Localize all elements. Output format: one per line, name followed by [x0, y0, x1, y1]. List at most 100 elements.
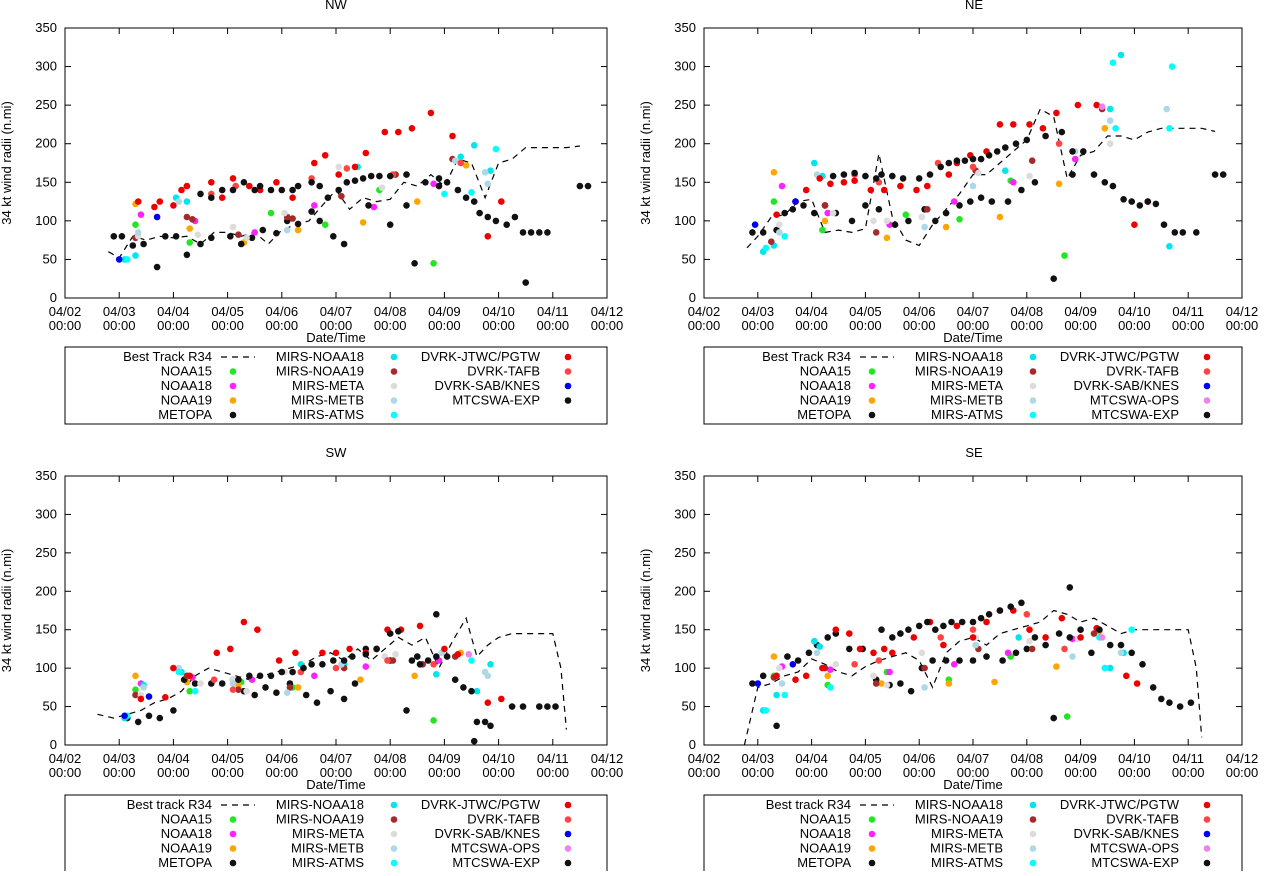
series-mirs-atms	[124, 145, 500, 263]
x-tick-label-date: 04/03	[103, 304, 136, 319]
data-point	[821, 217, 829, 225]
data-point	[449, 132, 456, 140]
legend-marker	[1203, 397, 1211, 404]
data-point	[889, 649, 896, 657]
x-tick-label-date: 04/07	[957, 304, 990, 319]
chart-title: SW	[326, 445, 348, 460]
legend-marker	[1203, 368, 1211, 375]
legend-marker	[1203, 845, 1211, 852]
data-point	[243, 687, 250, 695]
data-point	[435, 175, 443, 182]
legend-label: Best track R34	[766, 797, 851, 812]
y-tick-label: 300	[674, 59, 696, 74]
data-point	[792, 198, 799, 205]
series-mirs-metb	[134, 157, 492, 236]
x-tick-label-time: 00:00	[537, 765, 570, 780]
legend-label: MTCSWA-OPS	[1090, 393, 1179, 408]
legend-label: MIRS-NOAA18	[915, 349, 1003, 364]
y-tick-label: 200	[674, 583, 696, 598]
x-tick-label-time: 00:00	[742, 318, 775, 333]
x-tick-label-time: 00:00	[103, 765, 136, 780]
data-point	[1053, 663, 1060, 670]
data-point	[1166, 699, 1173, 706]
data-point	[985, 611, 993, 618]
y-tick-label: 0	[50, 737, 57, 752]
legend-label: MIRS-META	[931, 826, 1003, 841]
data-point	[983, 618, 990, 626]
data-point	[924, 206, 931, 213]
data-point	[289, 186, 296, 194]
y-tick-label: 50	[682, 699, 696, 714]
data-point	[451, 676, 459, 683]
legend-marker	[1029, 353, 1037, 361]
series-noaa15	[132, 186, 437, 267]
legend-marker	[229, 368, 237, 375]
legend-marker	[1203, 801, 1211, 809]
data-point	[878, 171, 885, 178]
x-tick-label-date: 04/10	[482, 304, 515, 319]
series-mtcswa-exp	[235, 628, 559, 745]
data-point	[940, 641, 947, 649]
data-point	[1171, 229, 1179, 236]
legend-label: DVRK-SAB/KNES	[1074, 378, 1180, 393]
data-point	[300, 664, 307, 672]
legend-frame	[703, 346, 1243, 425]
best-track-line	[743, 609, 1203, 745]
data-point	[910, 634, 918, 641]
x-tick-label-date: 04/02	[49, 304, 82, 319]
data-point	[484, 233, 492, 240]
x-tick-label-time: 00:00	[795, 765, 828, 780]
y-tick-label: 0	[50, 290, 57, 305]
data-point	[137, 211, 145, 218]
data-point	[229, 175, 237, 182]
data-point	[408, 125, 416, 132]
series-metopa	[749, 584, 1074, 730]
legend-label: MTCSWA-EXP	[1091, 407, 1179, 422]
data-point	[945, 680, 953, 687]
data-point	[1131, 221, 1138, 228]
data-point	[162, 694, 169, 701]
data-point	[993, 148, 1001, 155]
y-tick-label: 0	[689, 290, 696, 305]
legend-label: NOAA18	[161, 378, 212, 393]
data-point	[335, 171, 343, 178]
x-tick-label-time: 00:00	[320, 318, 353, 333]
legend-marker	[1203, 816, 1211, 823]
data-point	[218, 680, 226, 687]
data-point	[473, 687, 481, 695]
data-point	[359, 219, 367, 226]
data-point	[1028, 645, 1036, 653]
x-tick-label-date: 04/05	[211, 304, 244, 319]
best-track-line	[108, 145, 580, 259]
series-mirs-meta	[776, 140, 1114, 228]
data-point	[321, 152, 329, 159]
data-point	[1149, 684, 1157, 691]
legend-marker	[390, 845, 398, 852]
data-point	[1053, 109, 1060, 117]
data-point	[942, 657, 950, 664]
data-point	[921, 223, 928, 231]
data-point	[832, 626, 840, 633]
data-point	[1093, 101, 1100, 109]
data-point	[381, 128, 389, 136]
data-point	[175, 198, 183, 205]
data-point	[503, 221, 511, 228]
y-axis-label: 34 kt wind radii (n.mi)	[638, 549, 653, 673]
legend-marker	[1203, 411, 1211, 419]
legend-marker	[390, 830, 398, 838]
data-point	[1023, 645, 1031, 653]
legend-label: MIRS-ATMS	[931, 407, 1003, 422]
legend: Best track R34 MIRS-NOAA18 DVRK-JTWC/PGTW N…	[64, 794, 608, 873]
data-point	[776, 664, 783, 672]
series-dvrk-jtwc-pgtw	[134, 109, 505, 240]
series-dvrk-sab-knes	[115, 213, 161, 263]
data-point	[511, 213, 519, 221]
x-tick-label-time: 00:00	[1226, 318, 1259, 333]
data-point	[1193, 229, 1200, 236]
data-point	[441, 190, 448, 198]
series-dvrk-tafb	[210, 657, 437, 693]
data-point	[1069, 148, 1076, 155]
data-point	[470, 737, 478, 745]
data-point	[1026, 637, 1033, 645]
data-point	[134, 718, 142, 726]
